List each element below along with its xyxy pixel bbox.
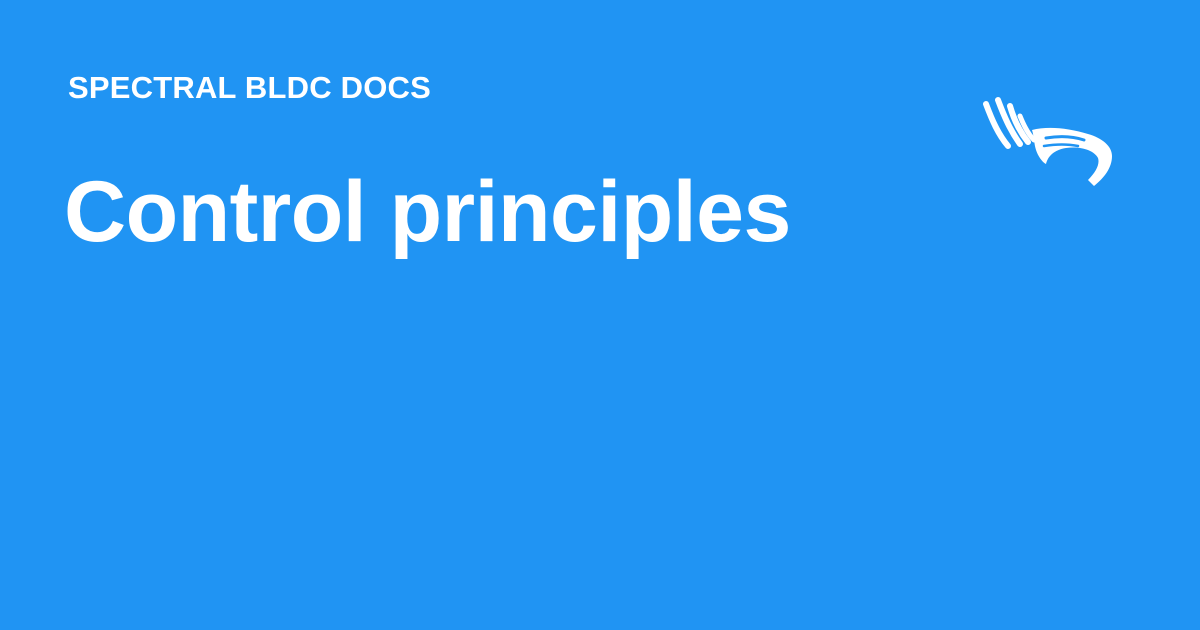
site-name: SPECTRAL BLDC DOCS xyxy=(68,70,431,105)
hands-logo-icon xyxy=(968,76,1128,216)
page-title: Control principles xyxy=(64,164,791,260)
